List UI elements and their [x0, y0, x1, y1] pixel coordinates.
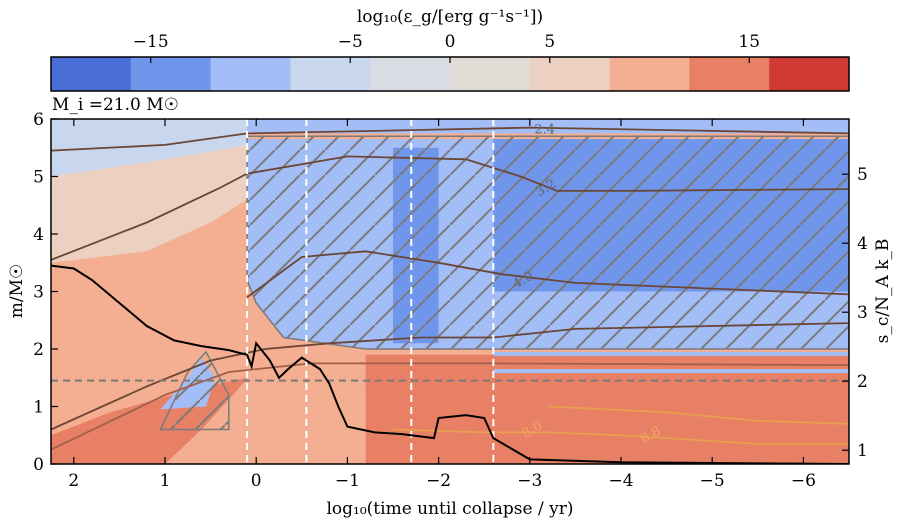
colorbar: −15 −5 0 5 15 [50, 32, 850, 92]
colorbar-title: log₁₀(ε_g/[erg g⁻¹s⁻¹]) [357, 7, 543, 27]
region-strip-2 [493, 351, 849, 356]
y-right-tick-label: 3 [857, 303, 868, 323]
x-tick-label: −5 [700, 471, 725, 491]
colorbar-segment [370, 57, 451, 91]
colorbar-tick-label: 0 [445, 32, 456, 52]
colorbar-segment [609, 57, 690, 91]
colorbar-segment [769, 57, 850, 91]
y-axis-right-ticks: 1 2 3 4 5 [842, 165, 868, 461]
colorbar-tick-label: 5 [544, 32, 555, 52]
colorbar-segment [689, 57, 770, 91]
central-entropy-curve [51, 264, 849, 464]
region-strip [493, 369, 849, 374]
colorbar-segment [290, 57, 371, 91]
colorbar-segment [450, 57, 531, 91]
y-left-tick-label: 4 [33, 225, 44, 245]
region-core-mid [283, 395, 366, 464]
contour-line [246, 250, 849, 299]
x-tick-label: −1 [335, 471, 360, 491]
colorbar-tick-label: −5 [338, 32, 363, 52]
x-tick-label: 0 [251, 471, 262, 491]
y-right-tick-label: 1 [857, 441, 868, 461]
y-axis-left-ticks: 0 1 2 3 4 5 6 [33, 110, 58, 475]
contour-line [51, 322, 849, 431]
y-right-tick-label: 4 [857, 234, 868, 254]
x-tick-label: −2 [426, 471, 451, 491]
x-tick-label: −4 [608, 471, 633, 491]
y-left-tick-label: 3 [33, 283, 44, 303]
plot-area: 2.43.24.08.0 8.8 [51, 119, 849, 464]
contour-line [51, 126, 849, 152]
y-right-tick-label: 2 [857, 372, 868, 392]
y-axis-left-label: m/M☉ [7, 264, 27, 319]
colorbar-segment [130, 57, 212, 91]
contour-line [51, 155, 849, 261]
contour-line-orange [547, 405, 849, 425]
y-left-tick-label: 0 [33, 455, 44, 475]
y-left-tick-label: 2 [33, 340, 44, 360]
central-entropy-line [51, 264, 849, 464]
x-tick-label: −3 [517, 471, 542, 491]
x-tick-label: −6 [791, 471, 816, 491]
region-envelope-outer [51, 119, 248, 177]
y-axis-right-label: s_c/N_A k_B [873, 239, 893, 344]
x-tick-label: 1 [160, 471, 171, 491]
x-axis-ticks: 2 1 0 −1 −2 −3 −4 −5 −6 [68, 119, 816, 491]
y-left-tick-label: 1 [33, 398, 44, 418]
x-axis-label: log₁₀(time until collapse / yr) [326, 499, 573, 519]
initial-mass-annotation: M_i =21.0 M☉ [52, 95, 179, 115]
reference-lines [51, 119, 849, 464]
y-right-tick-label: 5 [857, 165, 868, 185]
colorbar-segment [210, 57, 291, 91]
x-tick-label: 2 [68, 471, 79, 491]
contour-label: 2.4 [534, 122, 555, 137]
y-left-tick-label: 5 [33, 168, 44, 188]
y-left-tick-label: 6 [33, 110, 44, 130]
contour-line-orange [392, 428, 849, 445]
colorbar-tick-label: −15 [133, 32, 169, 52]
colorbar-segment [529, 57, 611, 91]
colorbar-tick-label: 15 [738, 32, 760, 52]
colorbar-segment [51, 57, 132, 91]
hatch-main [246, 135, 849, 350]
